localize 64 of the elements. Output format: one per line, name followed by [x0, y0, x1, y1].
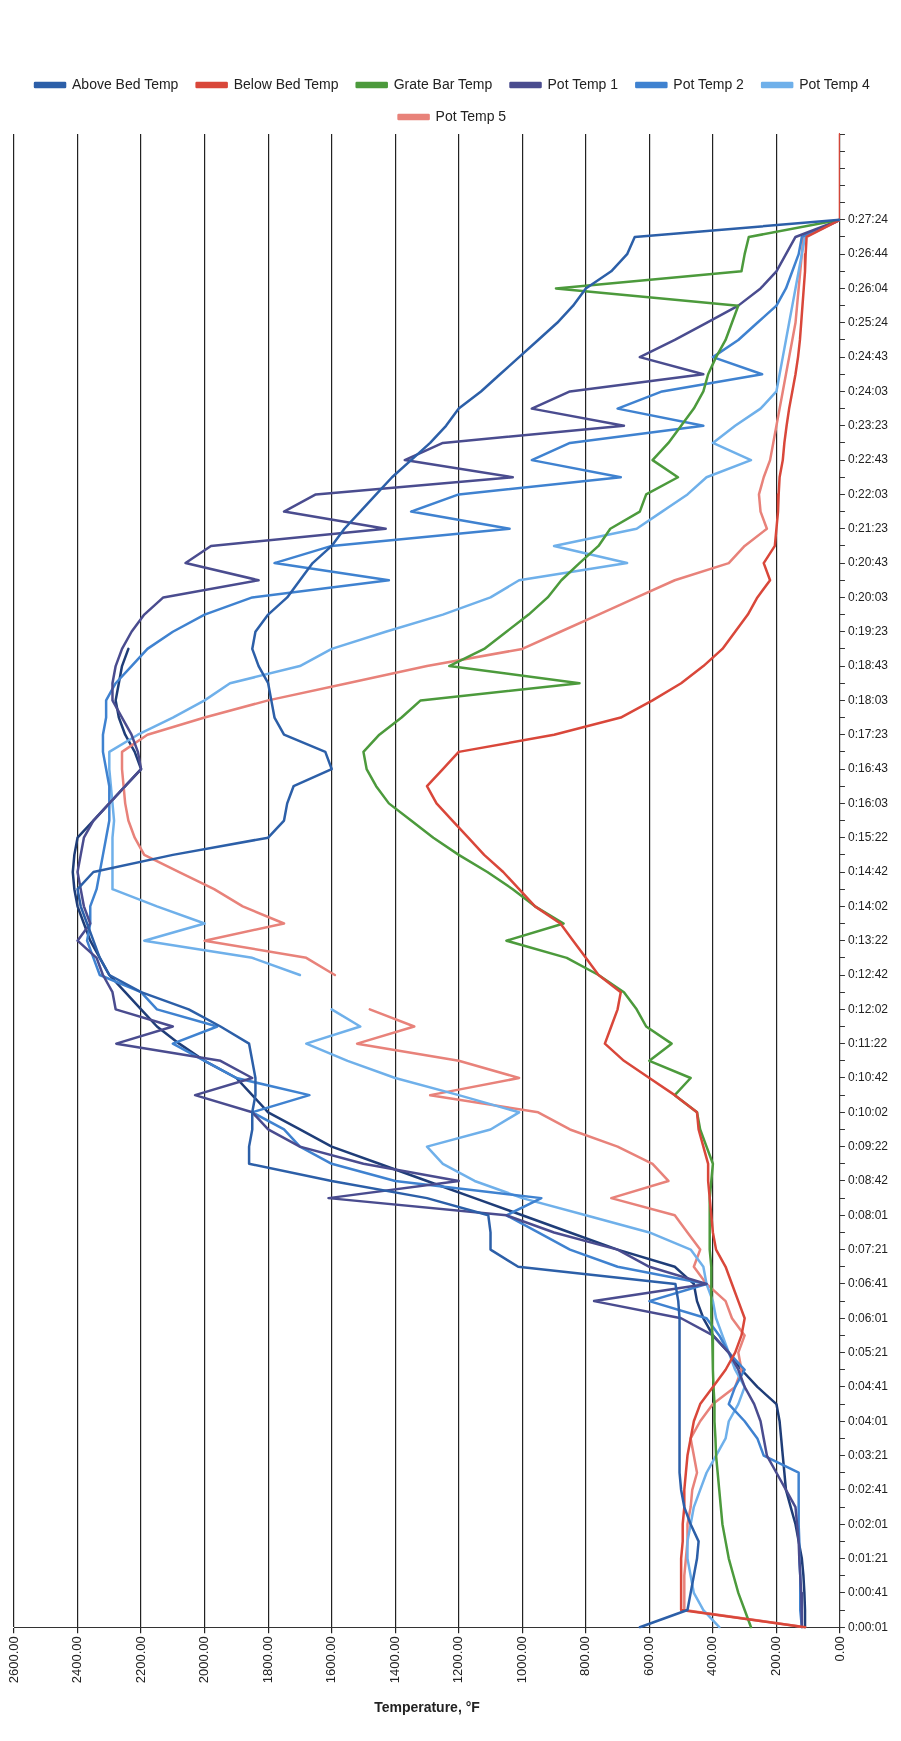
x-tick-label: 1000.00 — [513, 1636, 529, 1684]
y-tick-label: 0:20:43 — [847, 555, 889, 570]
x-tick-label: 2600.00 — [5, 1636, 21, 1684]
x-tick-label: 600.00 — [640, 1636, 656, 1676]
legend-label: Pot Temp 2 — [673, 75, 745, 92]
y-tick-label: 0:25:24 — [847, 315, 889, 330]
legend-label: Pot Temp 1 — [547, 75, 619, 92]
x-tick-label: 1600.00 — [323, 1636, 339, 1684]
legend-label: Above Bed Temp — [72, 75, 179, 92]
y-tick-label: 0:04:01 — [847, 1413, 889, 1428]
y-tick-label: 0:00:01 — [847, 1619, 889, 1634]
x-tick-label: 400.00 — [704, 1636, 720, 1676]
y-tick-label: 0:12:42 — [847, 967, 889, 982]
x-tick-label: 1200.00 — [450, 1636, 466, 1684]
y-tick-label: 0:10:02 — [847, 1104, 889, 1119]
y-tick-label: 0:23:23 — [847, 418, 889, 433]
y-tick-label: 0:03:21 — [847, 1447, 889, 1462]
y-tick-label: 0:02:01 — [847, 1516, 889, 1531]
y-tick-label: 0:24:43 — [847, 349, 889, 364]
y-tick-label: 0:26:44 — [847, 246, 889, 261]
y-tick-label: 0:17:23 — [847, 727, 889, 742]
y-tick-label: 0:16:03 — [847, 795, 889, 810]
y-tick-label: 0:18:03 — [847, 692, 889, 707]
y-tick-label: 0:14:02 — [847, 898, 889, 913]
y-tick-label: 0:04:41 — [847, 1379, 889, 1394]
y-tick-label: 0:10:42 — [847, 1070, 889, 1085]
y-tick-label: 0:16:43 — [847, 761, 889, 776]
legend-label: Pot Temp 5 — [435, 107, 507, 124]
x-tick-label: 1400.00 — [386, 1636, 402, 1684]
y-tick-label: 0:05:21 — [847, 1344, 889, 1359]
y-tick-label: 0:24:03 — [847, 383, 889, 398]
legend-label: Below Bed Temp — [233, 75, 339, 92]
y-tick-label: 0:26:04 — [847, 280, 889, 295]
x-axis-title: Temperature, °F — [374, 1699, 481, 1716]
x-tick-label: 2400.00 — [69, 1636, 85, 1684]
y-tick-label: 0:20:03 — [847, 589, 889, 604]
x-tick-label: 0.00 — [831, 1636, 847, 1662]
x-tick-label: 200.00 — [768, 1636, 784, 1676]
y-tick-label: 0:15:22 — [847, 830, 889, 845]
y-tick-label: 0:22:03 — [847, 486, 889, 501]
y-tick-label: 0:21:23 — [847, 521, 889, 536]
legend-label: Pot Temp 4 — [799, 75, 870, 92]
y-tick-label: 0:07:21 — [847, 1241, 889, 1256]
y-tick-label: 0:27:24 — [847, 212, 889, 227]
x-tick-label: 1800.00 — [259, 1636, 275, 1684]
y-tick-label: 0:14:42 — [847, 864, 889, 879]
x-tick-label: 2200.00 — [132, 1636, 148, 1684]
y-tick-label: 0:06:01 — [847, 1310, 889, 1325]
y-tick-label: 0:01:21 — [847, 1550, 889, 1565]
y-tick-label: 0:00:41 — [847, 1585, 889, 1600]
y-tick-label: 0:02:41 — [847, 1482, 889, 1497]
y-tick-label: 0:06:41 — [847, 1276, 889, 1291]
legend-label: Grate Bar Temp — [393, 75, 493, 92]
y-tick-label: 0:08:01 — [847, 1207, 889, 1222]
x-tick-label: 800.00 — [577, 1636, 593, 1676]
y-tick-label: 0:08:42 — [847, 1173, 889, 1188]
y-tick-label: 0:22:43 — [847, 452, 889, 467]
y-tick-label: 0:19:23 — [847, 624, 889, 639]
y-tick-label: 0:13:22 — [847, 932, 889, 947]
x-tick-label: 2000.00 — [196, 1636, 212, 1684]
y-tick-label: 0:11:22 — [847, 1035, 888, 1050]
y-tick-label: 0:12:02 — [847, 1001, 889, 1016]
y-tick-label: 0:18:43 — [847, 658, 889, 673]
y-tick-label: 0:09:22 — [847, 1138, 889, 1153]
